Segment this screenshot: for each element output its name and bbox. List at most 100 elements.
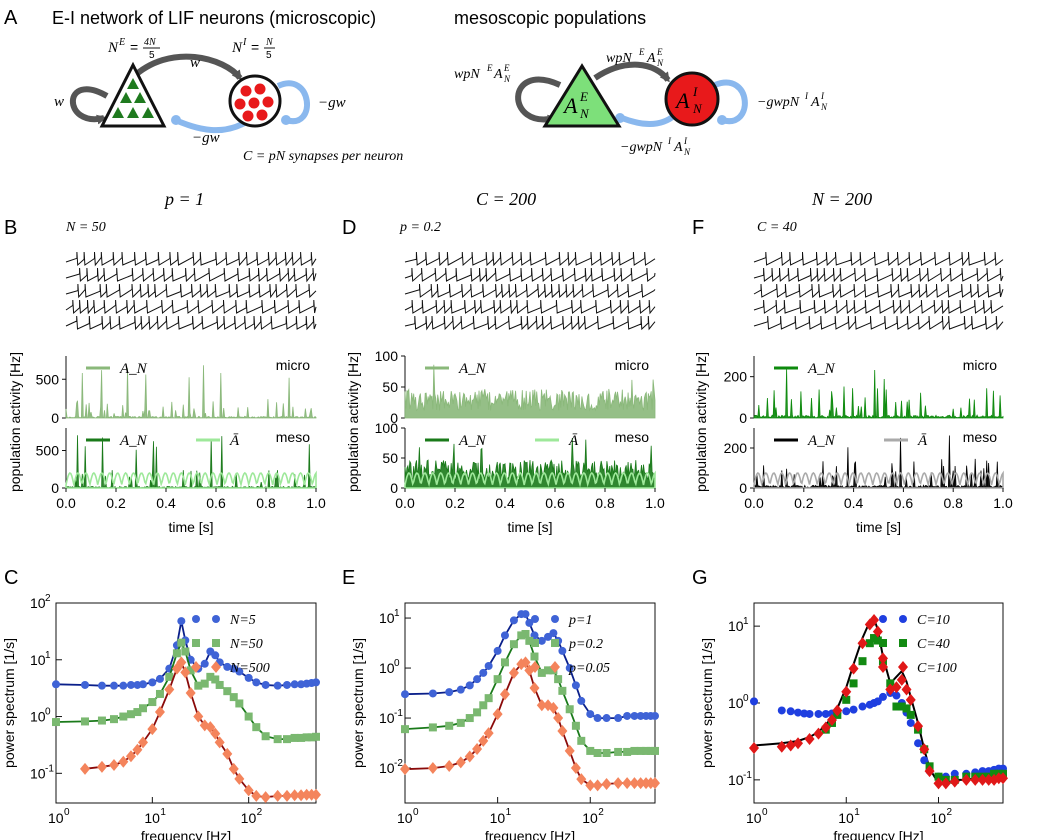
- y-tick-label: 10: [728, 772, 744, 788]
- data-point: [878, 692, 887, 701]
- meso-network-diagram: A E N A I N wpN E A E N wpN E A E N: [454, 47, 828, 157]
- x-axis-label: time [s]: [507, 519, 552, 535]
- voltage-trace: [65, 267, 317, 283]
- data-point: [842, 707, 851, 716]
- data-point: [565, 664, 574, 673]
- x-tick-label: 0.6: [894, 495, 914, 511]
- data-point: [977, 773, 988, 786]
- data-point: [950, 769, 959, 778]
- data-point: [896, 673, 907, 686]
- data-point: [521, 629, 530, 638]
- legend-label: A_N: [458, 433, 487, 449]
- y-tick-label: 200: [724, 369, 748, 385]
- data-point: [651, 711, 659, 720]
- data-point: [500, 631, 509, 640]
- x-tick-label: 0.8: [943, 495, 963, 511]
- data-point: [132, 743, 143, 756]
- y-tick-label: 100: [375, 420, 399, 436]
- x-tick-label: 1.0: [645, 495, 665, 511]
- data-point: [260, 791, 271, 804]
- data-point: [571, 721, 580, 730]
- data-point: [544, 666, 553, 675]
- panel-letter-f: F: [692, 217, 704, 239]
- plot-frame: [55, 602, 317, 804]
- x-tick-exp: 1: [506, 807, 512, 818]
- data-point: [211, 675, 220, 684]
- data-point: [228, 762, 239, 775]
- data-point: [879, 615, 887, 623]
- meso-cross-e-a: A: [646, 51, 656, 66]
- column-title-b: p = 1: [163, 189, 204, 209]
- data-point: [821, 709, 830, 718]
- data-point: [614, 747, 623, 756]
- meso-inh-to-exc-link: [620, 112, 677, 127]
- y-tick-label: 50: [382, 379, 398, 395]
- y-tick-exp: 0: [743, 693, 749, 704]
- data-point: [858, 657, 867, 666]
- y-tick-exp: 1: [743, 616, 749, 627]
- x-tick-label: 0.8: [595, 495, 615, 511]
- data-point: [97, 681, 106, 690]
- data-point: [905, 693, 916, 706]
- legend-label: N=500: [229, 661, 270, 676]
- y-tick-exp: 1: [394, 608, 400, 619]
- series-line: [55, 640, 317, 740]
- voltage-trace: [65, 315, 317, 331]
- data-point: [642, 746, 651, 755]
- data-point: [525, 618, 534, 627]
- data-point: [841, 685, 852, 698]
- data-point: [148, 678, 157, 687]
- voltage-trace: [753, 315, 1004, 331]
- data-point: [593, 714, 602, 723]
- data-point: [857, 637, 868, 650]
- data-point: [549, 629, 558, 638]
- panel-a-title-right: mesoscopic populations: [454, 8, 646, 28]
- data-point: [109, 715, 118, 724]
- data-point: [983, 773, 994, 786]
- data-point: [906, 718, 915, 727]
- exc-neuron: [142, 107, 154, 118]
- data-point: [848, 662, 859, 675]
- meso-self-e-a: A: [493, 67, 503, 82]
- meso-cross-e-sup: E: [638, 47, 645, 57]
- data-point: [558, 686, 567, 695]
- data-point: [119, 681, 128, 690]
- data-point: [177, 638, 186, 647]
- meso-cross-i-a: A: [673, 140, 683, 155]
- data-point: [465, 681, 474, 690]
- y-tick-label: 50: [382, 450, 398, 466]
- data-point: [577, 696, 586, 705]
- y-axis-label: power spectrum [1/s]: [1, 638, 17, 768]
- legend-label: Ā: [229, 433, 240, 449]
- x-tick-label: 0.0: [744, 495, 764, 511]
- data-point: [297, 733, 306, 742]
- y-tick-label: 10: [30, 765, 46, 781]
- data-point: [914, 739, 923, 748]
- data-point: [554, 675, 563, 684]
- x-tick-label: 0.8: [256, 495, 276, 511]
- meso-self-e-a-sub: N: [503, 74, 511, 84]
- meso-self-e-a-sup: E: [503, 63, 510, 73]
- time-series-F_micro: 0 200 A_N micro: [724, 356, 1004, 426]
- y-tick-exp: -1: [45, 763, 54, 774]
- data-point: [261, 680, 270, 689]
- x-tick-label: 10: [144, 810, 160, 826]
- activity-series-an: [404, 437, 656, 489]
- x-tick-exp: 0: [762, 807, 768, 818]
- activity-series-abar: [404, 470, 656, 489]
- data-point: [924, 765, 935, 778]
- activity-series-an: [65, 365, 317, 420]
- data-point: [155, 674, 164, 683]
- data-point: [826, 714, 837, 727]
- ne-frac-den: 5: [149, 50, 155, 61]
- data-point: [215, 680, 224, 689]
- plot-frame: [404, 602, 656, 804]
- y-axis-label: population activity [Hz]: [7, 352, 23, 492]
- data-point: [820, 721, 831, 734]
- data-point: [531, 639, 539, 647]
- data-point: [899, 615, 907, 623]
- data-point: [445, 721, 454, 730]
- voltage-trace: [753, 251, 1004, 267]
- inh-to-exc-endpoint: [171, 115, 181, 125]
